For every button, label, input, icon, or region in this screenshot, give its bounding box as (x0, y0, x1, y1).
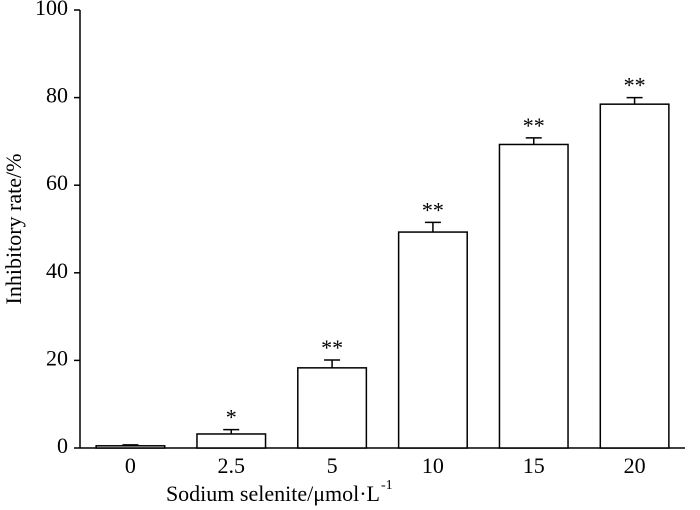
significance-label: * (226, 405, 237, 430)
x-tick-label: 10 (422, 453, 444, 478)
x-tick-label: 2.5 (218, 453, 246, 478)
significance-label: ** (321, 335, 343, 360)
x-tick-label: 0 (125, 453, 136, 478)
x-axis-label: Sodium selenite/μmol·L (166, 481, 380, 506)
significance-label: ** (523, 113, 545, 138)
y-axis-label: Inhibitory rate/% (1, 154, 26, 305)
y-tick-label: 20 (46, 345, 68, 370)
bar (196, 433, 267, 449)
y-tick-label: 100 (35, 0, 68, 20)
bar (95, 445, 166, 449)
x-axis-label-superscript: -1 (381, 478, 393, 493)
y-tick-label: 80 (46, 83, 68, 108)
bar (297, 367, 368, 449)
y-tick-label: 40 (46, 258, 68, 283)
x-tick-label: 20 (624, 453, 646, 478)
y-tick-label: 60 (46, 170, 68, 195)
bar (397, 231, 468, 449)
y-tick-label: 0 (57, 433, 68, 458)
x-tick-label: 5 (327, 453, 338, 478)
x-tick-label: 15 (523, 453, 545, 478)
significance-label: ** (422, 197, 444, 222)
bar (599, 103, 670, 449)
bar (498, 143, 569, 449)
significance-label: ** (624, 73, 646, 98)
